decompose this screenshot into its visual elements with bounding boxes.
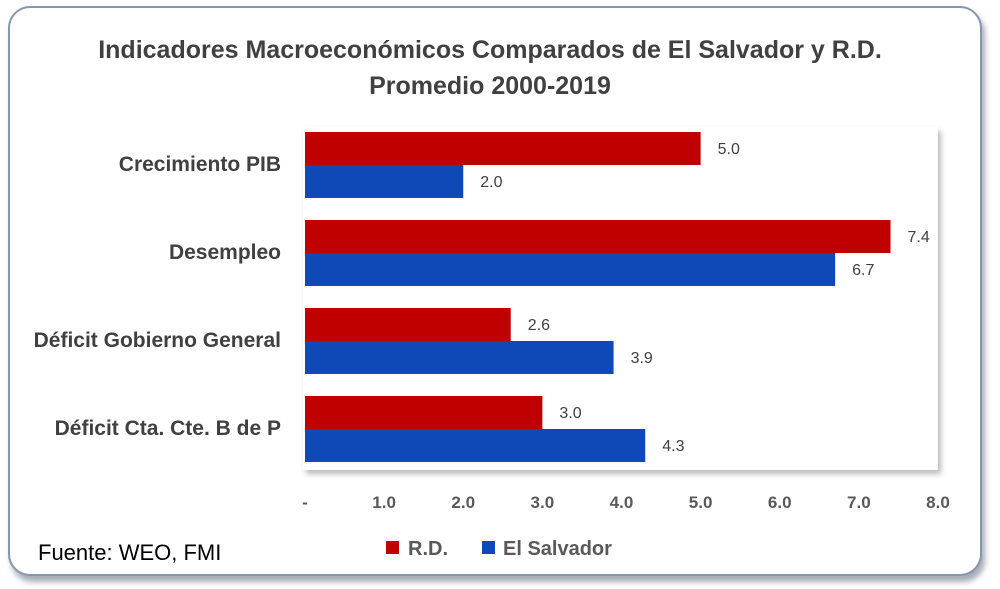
data-label-r-d-desempleo: 7.4 [908,229,930,246]
x-tick-label: 8.0 [926,493,950,512]
data-label-r-d-crecimiento-pib: 5.0 [718,141,740,158]
bar-el-salvador-deficit-gobierno-general [305,341,614,374]
category-label-crecimiento-pib: Crecimiento PIB [119,153,281,176]
chart-title: Indicadores Macroeconómicos Comparados d… [98,36,882,64]
x-tick-label: 5.0 [689,493,713,512]
legend-label-el-salvador: El Salvador [503,538,612,560]
x-tick-label: 7.0 [847,493,871,512]
bar-el-salvador-deficit-cta-cte-b-de-p [305,429,646,462]
chart-subtitle: Promedio 2000-2019 [369,72,611,100]
data-label-el-salvador-deficit-cta-cte-b-de-p: 4.3 [662,438,684,455]
x-tick-label: 3.0 [531,493,555,512]
bar-el-salvador-desempleo [305,253,836,286]
bar-r-d-deficit-cta-cte-b-de-p [305,396,543,429]
legend-swatch-rd [386,541,399,554]
bar-r-d-deficit-gobierno-general [305,308,511,341]
data-label-r-d-deficit-cta-cte-b-de-p: 3.0 [559,405,581,422]
x-tick-label: 2.0 [451,493,475,512]
x-tick-label: - [302,493,308,512]
data-label-el-salvador-crecimiento-pib: 2.0 [480,174,502,191]
bar-r-d-crecimiento-pib [305,132,701,165]
legend-label-rd: R.D. [408,538,448,560]
data-label-r-d-deficit-gobierno-general: 2.6 [528,317,550,334]
category-label-deficit-cta-cte-b-de-p: Déficit Cta. Cte. B de P [55,417,281,440]
source-note: Fuente: WEO, FMI [38,540,222,565]
bar-el-salvador-crecimiento-pib [305,165,464,198]
x-tick-label: 6.0 [768,493,792,512]
data-label-el-salvador-desempleo: 6.7 [852,262,874,279]
legend-swatch-el-salvador [482,541,495,554]
x-tick-label: 4.0 [610,493,634,512]
category-label-desempleo: Desempleo [169,241,281,264]
category-label-deficit-gobierno-general: Déficit Gobierno General [34,329,281,352]
data-label-el-salvador-deficit-gobierno-general: 3.9 [631,350,653,367]
bar-r-d-desempleo [305,220,891,253]
x-tick-label: 1.0 [372,493,396,512]
